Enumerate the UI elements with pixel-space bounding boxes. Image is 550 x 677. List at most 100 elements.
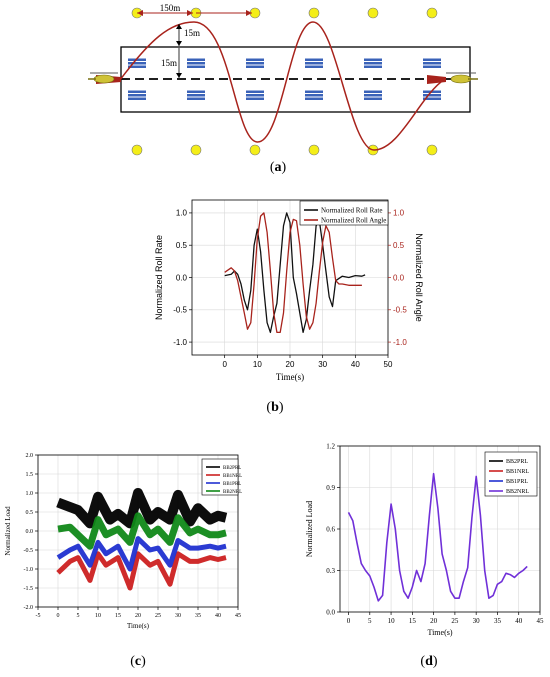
y-tick-label: 1.0 (176, 209, 188, 218)
legend-box (299, 200, 389, 226)
ship-icon (305, 90, 323, 100)
x-tick-label: 40 (215, 613, 221, 619)
x-tick-label: 40 (351, 360, 360, 369)
waypoint-dot (367, 7, 379, 19)
ship-icon (128, 58, 146, 68)
x-tick-label: 5 (77, 613, 80, 619)
legend-entry: BB2NRL (506, 489, 529, 495)
legend-entry: BB2PRL (223, 466, 241, 471)
x-tick-label: 20 (430, 617, 438, 625)
waypoint-dots (131, 7, 438, 156)
series-line-Normalized Roll Rate (224, 212, 366, 334)
y-tick-label: 0.0 (176, 273, 188, 282)
x-tick-label: 50 (384, 360, 393, 369)
waypoint-dot (190, 144, 202, 156)
left-helicopter-icon (88, 72, 121, 84)
x-tick-label: 30 (473, 617, 481, 625)
series-line-Normalized Roll Angle (224, 212, 362, 334)
x-tick-label: 10 (95, 613, 101, 619)
legend-box (484, 451, 538, 497)
caption-c: (c) (130, 654, 146, 669)
x-tick-label: 0 (347, 617, 351, 625)
waypoint-dot (308, 144, 320, 156)
series-line-BB1NRL (56, 551, 227, 591)
y-tick-label: -2.0 (24, 605, 34, 611)
y-tick-label: 1.5 (26, 472, 34, 478)
ship-icon (187, 58, 205, 68)
x-tick-label: 10 (253, 360, 262, 369)
legend-entry: BB1PRL (506, 479, 528, 485)
y-tick-label: 1.2 (326, 442, 335, 450)
waypoint-dot (426, 7, 438, 19)
dimension-150m: 150m (137, 3, 252, 16)
series-line-BB2NRL (347, 472, 528, 602)
ship-icon (128, 90, 146, 100)
x-axis-label: Time(s) (276, 372, 304, 382)
right-arrow-icon (427, 75, 446, 84)
chart-c-load: -5 0 5 10 15 20 25 30 35 40 45 -2.0 -1.5 -1.0 -0.5 0.0 0… (4, 453, 242, 630)
x-tick-label: 35 (494, 617, 502, 625)
y-axis-label: Normalized Load (305, 501, 314, 557)
y-tick-label: -1.0 (173, 338, 187, 347)
legend-entry: BB1NRL (223, 474, 242, 479)
ship-icon (246, 90, 264, 100)
y-tick-label: 0.0 (26, 529, 34, 535)
x-tick-label: 25 (451, 617, 459, 625)
dim-vertical-lower-label: 15m (161, 58, 177, 68)
ship-icon (246, 58, 264, 68)
y-axis-label: Normalized Load (4, 506, 12, 556)
waypoint-dot (249, 144, 261, 156)
y-tick-label: -1.5 (24, 586, 34, 592)
series-line-BB2NRL (57, 512, 227, 550)
x-tick-label: -5 (36, 613, 41, 619)
x-tick-label: 0 (222, 360, 227, 369)
legend-entry: BB2PRL (506, 459, 528, 465)
legend-entry: Normalized Roll Rate (321, 206, 382, 214)
legend-entry: BB1PRL (223, 482, 241, 487)
dim-horizontal-label: 150m (160, 3, 181, 13)
ship-icon (187, 90, 205, 100)
y-tick-label: 0.5 (26, 510, 34, 516)
y-tick-label: 0.9 (326, 484, 335, 492)
x-tick-label: 40 (515, 617, 523, 625)
panel-a-trajectory-diagram: 150m 15m 15m (88, 3, 478, 156)
x-tick-label: 45 (537, 617, 545, 625)
legend-entry: BB2NRL (223, 490, 242, 495)
dimension-15m: 15m 15m (161, 24, 200, 78)
sinusoidal-flight-path (119, 21, 446, 151)
caption-a: (a) (269, 160, 287, 175)
waypoint-dot (426, 144, 438, 156)
y-right-tick-label: 0.5 (393, 241, 405, 250)
ship-icon (305, 58, 323, 68)
series-line-BB2PRL (56, 488, 228, 529)
x-tick-label: 45 (235, 613, 241, 619)
x-axis-label: Time(s) (127, 622, 150, 630)
y-right-axis-label: Normalized Roll Angle (414, 233, 424, 322)
y-tick-label: 1.0 (26, 491, 34, 497)
y-tick-label: 2.0 (26, 453, 34, 459)
y-tick-label: 0.3 (326, 567, 335, 575)
x-tick-label: 15 (409, 617, 417, 625)
caption-b: (b) (266, 400, 284, 415)
y-right-tick-label: -0.5 (393, 306, 407, 315)
waypoint-dot (131, 144, 143, 156)
x-tick-label: 30 (175, 613, 181, 619)
x-tick-label: 5 (368, 617, 372, 625)
y-tick-label: 0.5 (176, 241, 188, 250)
legend-entry: BB1NRL (506, 469, 529, 475)
x-tick-label: 20 (286, 360, 295, 369)
legend-entry: Normalized Roll Angle (321, 216, 386, 224)
series-line-BB1PRL (56, 536, 227, 572)
y-tick-label: -0.5 (173, 306, 187, 315)
x-tick-label: 20 (135, 613, 141, 619)
y-tick-label: -0.5 (24, 548, 34, 554)
y-right-tick-label: -1.0 (393, 338, 407, 347)
right-helicopter-icon (427, 72, 478, 84)
y-tick-label: 0.6 (326, 525, 335, 533)
x-tick-label: 35 (195, 613, 201, 619)
x-tick-label: 0 (57, 613, 60, 619)
waypoint-dot (308, 7, 320, 19)
y-axis-label: Normalized Roll Rate (154, 235, 164, 320)
x-tick-label: 25 (155, 613, 161, 619)
